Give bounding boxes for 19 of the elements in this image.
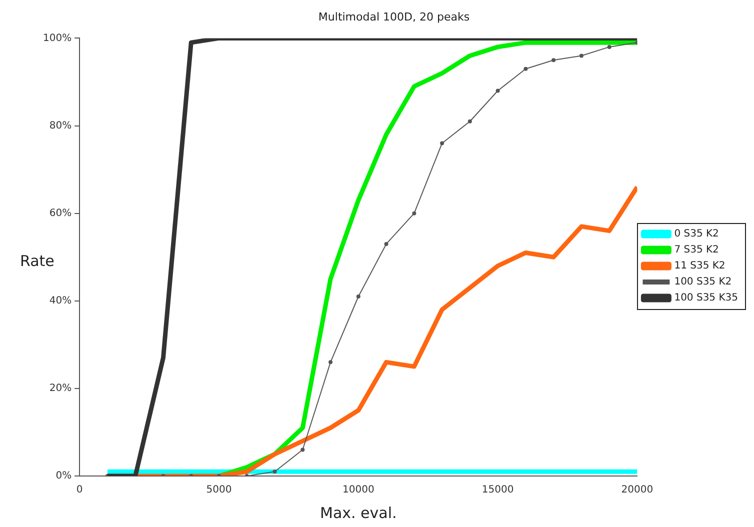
legend-label: 100 S35 K2	[674, 276, 732, 288]
legend-label: 11 S35 K2	[674, 260, 726, 272]
chart-title: Multimodal 100D, 20 peaks	[318, 10, 470, 24]
legend-label: 7 S35 K2	[674, 244, 719, 256]
x-axis-title: Max. eval.	[320, 504, 397, 522]
y-tick-label: 20%	[49, 383, 72, 394]
x-tick-label: 20000	[621, 484, 654, 496]
x-tick-label: 0	[76, 484, 83, 496]
y-axis-title: Rate	[20, 252, 54, 270]
x-tick-label: 10000	[342, 484, 374, 496]
x-tick-label: 15000	[482, 484, 514, 496]
y-tick-label: 100%	[42, 32, 72, 44]
y-tick-label: 40%	[49, 295, 72, 306]
y-tick-label: 0%	[56, 470, 72, 482]
y-tick-label: 80%	[49, 120, 72, 132]
legend-label: 100 S35 K35	[674, 292, 738, 304]
legend-label: 0 S35 K2	[674, 228, 719, 240]
y-tick-label: 60%	[49, 208, 72, 219]
x-tick-label: 5000	[206, 484, 232, 496]
